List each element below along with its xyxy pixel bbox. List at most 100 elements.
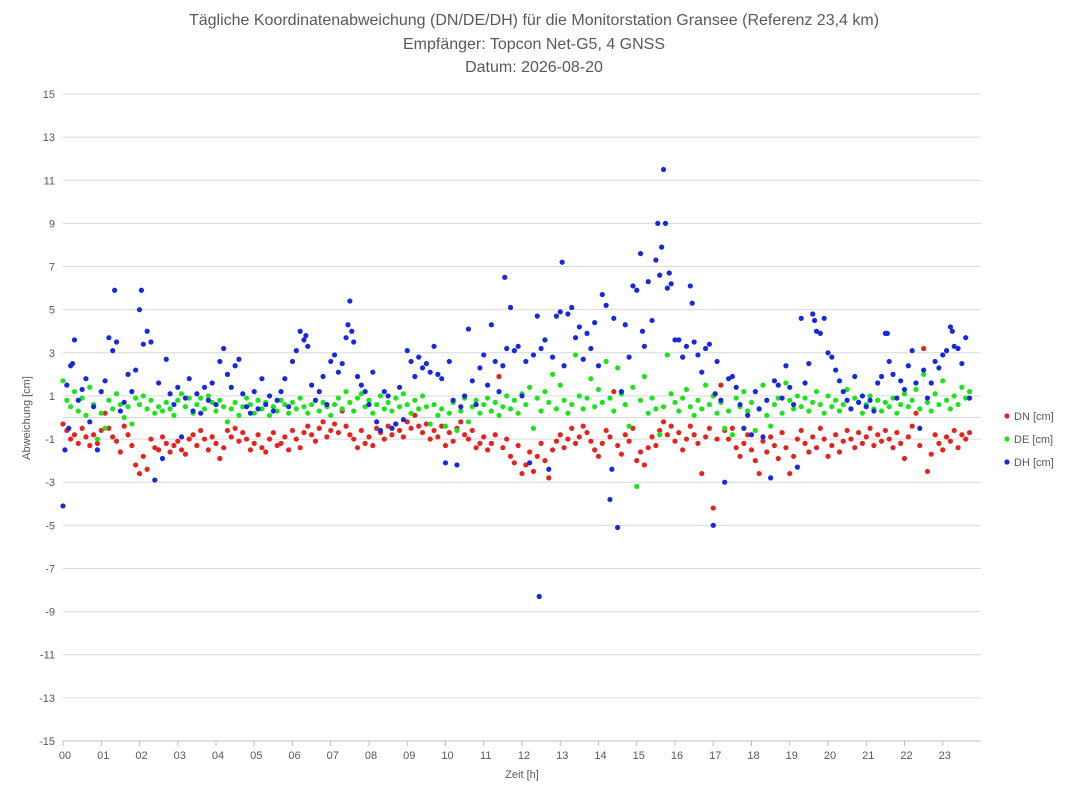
point-dh bbox=[354, 373, 361, 380]
point-dn bbox=[125, 432, 131, 438]
point-de bbox=[599, 399, 605, 406]
x-tick-label: 15 bbox=[633, 750, 645, 762]
point-de bbox=[760, 382, 766, 388]
point-de bbox=[201, 406, 208, 412]
y-axis-ticks: 15 13 11 9 7 5 3 1 -1 -3 -5 -7 -9 -11 -13 -15 bbox=[39, 89, 55, 748]
point-dh bbox=[98, 389, 104, 395]
point-dh bbox=[825, 350, 831, 356]
point-dn bbox=[622, 432, 628, 438]
point-de bbox=[680, 395, 686, 401]
point-de bbox=[768, 423, 774, 429]
point-de bbox=[557, 382, 563, 388]
point-de bbox=[484, 395, 491, 401]
point-dn bbox=[840, 438, 846, 444]
point-dn bbox=[641, 462, 648, 468]
point-dh bbox=[691, 339, 697, 345]
point-dn bbox=[301, 429, 307, 436]
x-tick-label: 05 bbox=[250, 750, 262, 762]
point-de bbox=[117, 401, 123, 408]
point-dn bbox=[110, 434, 116, 440]
point-de bbox=[182, 404, 188, 410]
point-de bbox=[963, 395, 969, 401]
point-dn bbox=[274, 442, 280, 449]
point-de bbox=[423, 404, 429, 410]
point-dn bbox=[102, 410, 108, 416]
point-dh bbox=[779, 395, 785, 401]
legend-label: DN [cm] bbox=[1014, 411, 1054, 423]
point-dh bbox=[507, 304, 514, 311]
point-dh bbox=[328, 358, 334, 365]
y-tick-label: -13 bbox=[39, 693, 55, 705]
point-dh bbox=[886, 358, 892, 365]
point-dh bbox=[316, 389, 322, 395]
y-tick-label: -3 bbox=[45, 477, 55, 489]
point-dh bbox=[232, 363, 238, 369]
point-dn bbox=[458, 419, 464, 425]
grid-lines bbox=[63, 93, 981, 742]
point-dh bbox=[672, 337, 678, 343]
point-de bbox=[504, 393, 510, 399]
y-tick-label: -5 bbox=[45, 520, 55, 532]
point-de bbox=[783, 380, 789, 386]
point-de bbox=[339, 406, 345, 412]
point-dn bbox=[244, 436, 250, 442]
point-de bbox=[511, 397, 517, 403]
point-dh bbox=[712, 391, 718, 397]
point-dn bbox=[312, 438, 319, 444]
point-dn bbox=[98, 427, 104, 434]
x-axis-ticks: 00 01 02 03 04 05 06 07 08 09 10 11 12 13 14 15 16 17 18 19… bbox=[59, 741, 951, 762]
point-dh bbox=[305, 343, 311, 349]
point-dh bbox=[559, 259, 565, 265]
point-dh bbox=[175, 384, 181, 390]
point-dh bbox=[167, 391, 173, 397]
point-dh bbox=[584, 330, 590, 336]
point-dn bbox=[940, 447, 946, 453]
point-dh bbox=[465, 326, 472, 332]
y-tick-label: 3 bbox=[49, 348, 55, 360]
point-dh bbox=[427, 369, 433, 375]
point-dh bbox=[240, 391, 246, 397]
x-tick-label: 04 bbox=[212, 750, 224, 762]
point-dh bbox=[270, 408, 276, 414]
point-dn bbox=[768, 434, 774, 440]
point-dn bbox=[634, 458, 640, 464]
x-tick-label: 11 bbox=[480, 750, 491, 762]
chart-title-line-1: Tägliche Koordinatenabweichung (DN/DE/DH… bbox=[188, 12, 880, 29]
point-dh bbox=[618, 389, 625, 395]
point-dn bbox=[217, 455, 223, 462]
point-dh bbox=[412, 373, 418, 380]
point-de bbox=[240, 404, 246, 410]
point-dh bbox=[966, 395, 973, 401]
point-dh bbox=[812, 317, 818, 324]
point-dh bbox=[178, 434, 185, 440]
point-de bbox=[79, 395, 85, 401]
point-de bbox=[821, 410, 827, 416]
point-dn bbox=[810, 434, 816, 440]
point-de bbox=[320, 399, 326, 406]
point-dn bbox=[595, 453, 602, 459]
point-dh bbox=[198, 410, 204, 416]
y-axis-title: Abweichung [cm] bbox=[21, 376, 33, 460]
point-dh bbox=[546, 466, 552, 472]
data-points bbox=[60, 166, 973, 600]
point-dh bbox=[152, 477, 158, 483]
point-de bbox=[859, 410, 866, 416]
point-dn bbox=[863, 434, 869, 440]
y-tick-label: -7 bbox=[45, 563, 55, 575]
point-dn bbox=[331, 421, 338, 427]
point-dn bbox=[278, 440, 284, 446]
point-dn bbox=[783, 445, 789, 451]
point-dn bbox=[431, 427, 437, 434]
point-de bbox=[825, 393, 831, 399]
point-dn bbox=[695, 440, 701, 446]
point-dh bbox=[932, 358, 938, 365]
point-de bbox=[358, 391, 364, 397]
point-dh bbox=[496, 389, 502, 395]
point-dn bbox=[576, 434, 582, 440]
point-de bbox=[523, 401, 529, 408]
x-tick-label: 14 bbox=[594, 750, 606, 762]
point-dh bbox=[595, 363, 602, 369]
point-dh bbox=[297, 328, 303, 334]
point-dh bbox=[666, 270, 672, 276]
point-dh bbox=[523, 358, 529, 365]
